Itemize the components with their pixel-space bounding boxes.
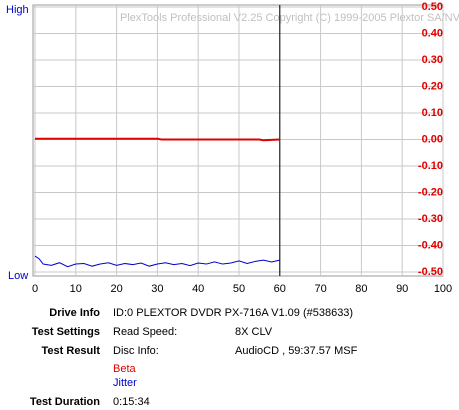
x-tick-label: 70	[314, 283, 326, 295]
high-label: High	[6, 4, 29, 16]
x-tick-label: 50	[233, 283, 245, 295]
info-value: 0:15:34	[113, 396, 150, 408]
y-tick-label: -0.20	[418, 186, 443, 198]
y-tick-label: -0.50	[418, 266, 443, 278]
y-tick-label: -0.40	[418, 239, 443, 251]
y-tick-label: 0.30	[422, 54, 443, 66]
x-tick-label: 10	[70, 283, 82, 295]
info-key: Read Speed:	[113, 326, 177, 338]
legend-entry: Jitter	[113, 377, 137, 389]
info-value: 8X CLV	[235, 326, 273, 338]
x-tick-label: 30	[151, 283, 163, 295]
info-label: Test Duration	[30, 396, 100, 408]
y-tick-label: 0.40	[422, 27, 443, 39]
y-tick-label: -0.30	[418, 213, 443, 225]
info-label: Drive Info	[49, 307, 100, 319]
x-tick-label: 0	[32, 283, 38, 295]
x-tick-label: 80	[355, 283, 367, 295]
low-label: Low	[8, 270, 28, 282]
y-tick-label: 0.50	[422, 1, 443, 13]
legend-entry: Beta	[113, 363, 137, 375]
y-tick-label: 0.20	[422, 80, 443, 92]
x-tick-label: 40	[192, 283, 204, 295]
watermark: PlexTools Professional V2.25 Copyright (…	[120, 12, 459, 24]
series-line	[35, 137, 280, 142]
x-tick-label: 20	[110, 283, 122, 295]
info-key: Disc Info:	[113, 345, 159, 357]
series-line	[34, 255, 280, 268]
info-label: Test Settings	[32, 326, 100, 338]
x-tick-label: 90	[396, 283, 408, 295]
y-tick-label: 0.00	[422, 133, 443, 145]
info-label: Test Result	[42, 345, 101, 357]
x-tick-label: 100	[434, 283, 452, 295]
y-tick-label: -0.10	[418, 160, 443, 172]
x-tick-label: 60	[274, 283, 286, 295]
y-tick-label: 0.10	[422, 107, 443, 119]
info-value: ID:0 PLEXTOR DVDR PX-716A V1.09 (#538633…	[113, 307, 353, 319]
info-value: AudioCD , 59:37.57 MSF	[235, 345, 358, 357]
